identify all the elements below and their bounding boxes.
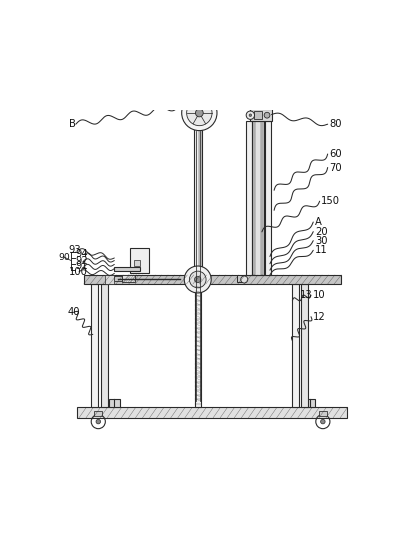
Bar xyxy=(100,284,107,407)
Circle shape xyxy=(240,276,247,283)
Text: 92: 92 xyxy=(76,256,88,265)
Bar xyxy=(253,111,261,119)
Circle shape xyxy=(263,112,269,118)
Bar xyxy=(291,284,298,407)
Text: 12: 12 xyxy=(312,312,325,322)
Text: 30: 30 xyxy=(314,235,327,246)
Circle shape xyxy=(246,111,254,119)
Text: 93: 93 xyxy=(68,245,81,255)
Bar xyxy=(318,411,326,416)
Bar xyxy=(77,407,346,418)
Text: 90: 90 xyxy=(59,253,70,262)
Bar xyxy=(109,399,120,407)
Bar xyxy=(91,284,98,407)
Bar xyxy=(122,274,135,282)
Text: 100: 100 xyxy=(68,267,87,277)
Circle shape xyxy=(186,100,211,126)
Bar xyxy=(194,284,200,407)
Text: 70: 70 xyxy=(328,163,341,172)
Circle shape xyxy=(189,271,206,288)
Text: B: B xyxy=(69,119,76,129)
Text: 20: 20 xyxy=(314,227,327,236)
Text: 80: 80 xyxy=(328,119,341,129)
Bar xyxy=(130,248,149,273)
Bar xyxy=(264,121,270,275)
Text: 91: 91 xyxy=(76,261,88,271)
Text: 40: 40 xyxy=(67,307,79,317)
Text: 94: 94 xyxy=(76,249,88,259)
Circle shape xyxy=(181,95,216,131)
Text: 10: 10 xyxy=(312,290,325,300)
Text: A: A xyxy=(314,217,321,227)
Bar xyxy=(237,275,244,282)
Bar xyxy=(261,121,263,275)
Bar xyxy=(250,109,271,121)
Circle shape xyxy=(96,419,100,424)
Text: 11: 11 xyxy=(314,245,327,255)
Bar xyxy=(193,121,202,275)
Circle shape xyxy=(195,109,203,117)
Circle shape xyxy=(249,114,251,117)
Bar xyxy=(83,275,340,284)
Bar xyxy=(245,121,251,275)
Circle shape xyxy=(320,419,324,424)
Bar xyxy=(301,284,308,407)
Text: 13: 13 xyxy=(299,290,312,300)
Bar xyxy=(198,121,202,275)
Text: 60: 60 xyxy=(328,149,341,159)
Bar xyxy=(104,276,114,284)
Bar xyxy=(252,121,264,275)
Circle shape xyxy=(194,276,200,282)
Bar xyxy=(134,260,140,266)
Bar xyxy=(94,411,102,416)
Bar xyxy=(114,267,139,271)
Bar xyxy=(252,121,254,275)
Bar xyxy=(304,399,315,407)
Bar xyxy=(114,276,122,281)
Text: 150: 150 xyxy=(320,196,339,206)
Circle shape xyxy=(184,266,211,293)
